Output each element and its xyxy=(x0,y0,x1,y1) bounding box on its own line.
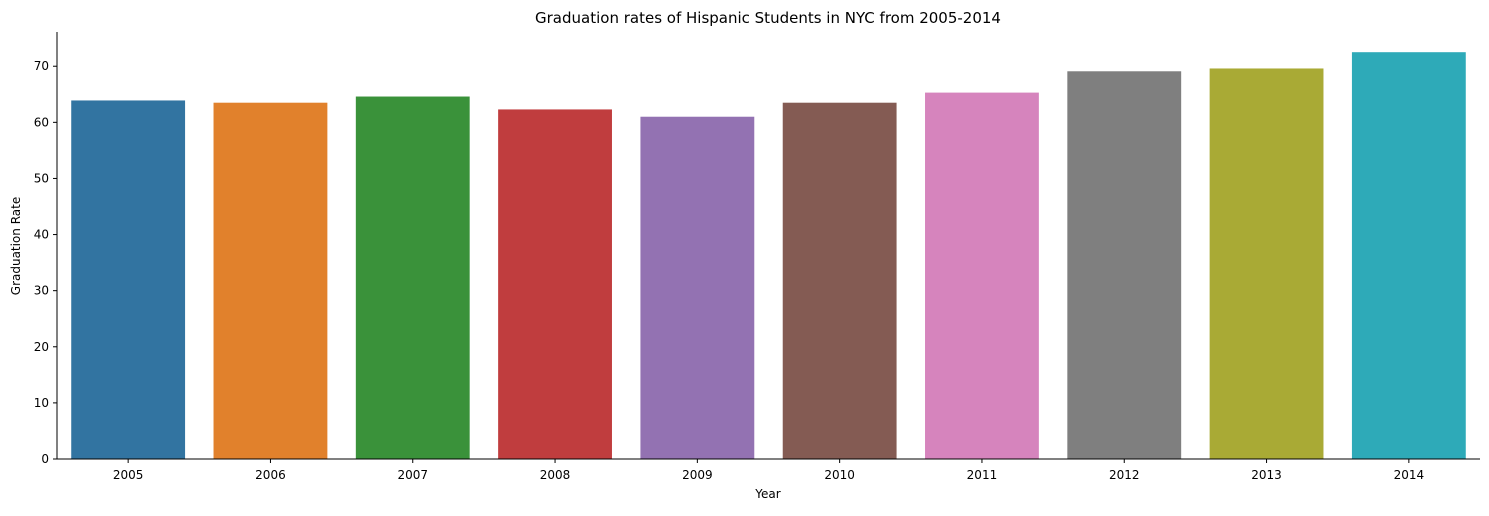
y-tick-label: 20 xyxy=(34,340,49,354)
y-tick-label: 50 xyxy=(34,171,49,185)
bar-2005 xyxy=(71,100,186,460)
x-axis: 2005 2006 2007 2008 2009 2010 2011 2012 2013 2014 xyxy=(113,459,1424,482)
bar-2014 xyxy=(1351,52,1466,459)
bar-2013 xyxy=(1209,68,1324,460)
x-tick-label: 2013 xyxy=(1251,468,1282,482)
y-axis: 0 10 20 30 40 50 60 70 xyxy=(34,59,57,466)
chart-title: Graduation rates of Hispanic Students in… xyxy=(535,9,1001,27)
x-tick-label: 2006 xyxy=(255,468,286,482)
bar-2011 xyxy=(925,92,1039,459)
y-tick-label: 10 xyxy=(34,396,49,410)
bar-2009 xyxy=(640,116,755,459)
bars-group xyxy=(71,52,1466,460)
x-tick-label: 2008 xyxy=(540,468,571,482)
x-tick-label: 2009 xyxy=(682,468,713,482)
y-tick-label: 40 xyxy=(34,228,49,242)
bar-2007 xyxy=(355,96,470,459)
y-tick-label: 0 xyxy=(41,452,49,466)
x-tick-label: 2011 xyxy=(967,468,998,482)
x-tick-label: 2005 xyxy=(113,468,144,482)
x-tick-label: 2010 xyxy=(824,468,855,482)
y-tick-label: 60 xyxy=(34,115,49,129)
y-tick-label: 30 xyxy=(34,284,49,298)
bar-2010 xyxy=(782,102,897,459)
bar-2006 xyxy=(213,102,328,459)
y-axis-label: Graduation Rate xyxy=(9,197,23,295)
x-tick-label: 2012 xyxy=(1109,468,1140,482)
bar-2012 xyxy=(1067,71,1182,459)
x-axis-label: Year xyxy=(754,487,780,501)
bar-2008 xyxy=(498,109,612,460)
x-tick-label: 2007 xyxy=(397,468,428,482)
x-tick-label: 2014 xyxy=(1394,468,1425,482)
y-tick-label: 70 xyxy=(34,59,49,73)
